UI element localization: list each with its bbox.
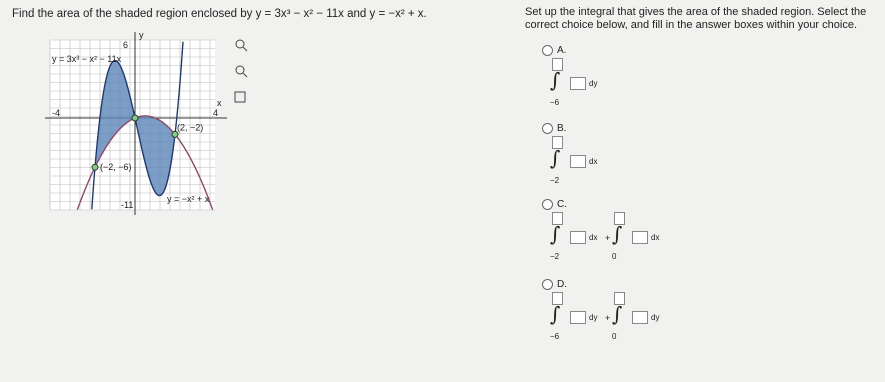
upper-limit-box[interactable]: [552, 212, 563, 225]
integral-sign: ∫: [550, 68, 561, 92]
lower-limit: −2: [550, 252, 560, 261]
graph: y x 6 -4 4 -11 y = 3x³ − x² − 11x y = −x² + x (2…: [45, 30, 248, 215]
zoom-icon: [242, 46, 248, 52]
lower-limit: −2: [550, 176, 560, 185]
radio[interactable]: [542, 199, 553, 211]
upper-limit-box[interactable]: [552, 292, 563, 305]
integrand-box[interactable]: [632, 311, 648, 324]
curve-parabola: [76, 115, 214, 210]
tick-label: -11: [121, 200, 133, 210]
zoom-icon: [235, 65, 245, 75]
upper-limit-box[interactable]: [552, 136, 563, 149]
upper-limit-box[interactable]: [614, 212, 625, 225]
choice-letter: D.: [557, 279, 567, 291]
instruction: Set up the integral that gives the area …: [525, 6, 867, 31]
axis-label: x: [217, 98, 222, 108]
radio[interactable]: [542, 279, 553, 291]
radio[interactable]: [542, 123, 553, 135]
integral-sign: ∫: [550, 146, 561, 170]
curve-label: y = −x² + x: [167, 194, 210, 204]
plus-sign: +: [605, 313, 611, 323]
choice-letter: B.: [557, 123, 567, 135]
integral-sign: ∫: [550, 302, 561, 326]
differential: dy: [651, 313, 660, 322]
tick-label: -4: [52, 108, 60, 118]
point: [171, 130, 179, 138]
point: [131, 114, 139, 122]
choice: B. ∫ −2 dx: [542, 120, 597, 185]
external-icon: [234, 91, 246, 103]
integral-sign: ∫: [612, 222, 623, 246]
plus-sign: +: [605, 233, 611, 243]
radio[interactable]: [542, 45, 553, 57]
choice-letter: C.: [557, 199, 567, 211]
integral-sign: ∫: [550, 222, 561, 246]
choice: C. ∫ −2 dx ∫ 0 dx +: [542, 196, 659, 261]
choice: A. ∫ −6 dy: [542, 42, 597, 107]
differential: dx: [589, 157, 598, 166]
lower-limit: −6: [550, 332, 560, 341]
lower-limit: 0: [612, 332, 617, 341]
integrand-box[interactable]: [570, 77, 586, 90]
point: [91, 163, 99, 171]
tick-label: 4: [213, 108, 218, 118]
question-text: Find the area of the shaded region enclo…: [12, 8, 253, 20]
integral-sign: ∫: [612, 302, 623, 326]
differential: dx: [589, 233, 598, 242]
question-text: and: [347, 8, 367, 20]
equation: y = −x² + x.: [369, 8, 427, 20]
differential: dx: [651, 233, 660, 242]
tick-label: 6: [123, 40, 128, 50]
differential: dy: [589, 79, 598, 88]
shaded-region: [95, 60, 175, 196]
upper-limit-box[interactable]: [614, 292, 625, 305]
point-label: (2, −2): [177, 122, 203, 132]
curve-cubic: [91, 41, 184, 210]
upper-limit-box[interactable]: [552, 58, 563, 71]
integrand-box[interactable]: [570, 155, 586, 168]
point-label: (−2, −6): [100, 162, 132, 172]
lower-limit: 0: [612, 252, 617, 261]
differential: dy: [589, 313, 598, 322]
choice: D. ∫ −6 dy ∫ 0 dy +: [542, 276, 659, 341]
curve-label: y = 3x³ − x² − 11x: [52, 54, 122, 64]
choice-letter: A.: [557, 45, 567, 57]
lower-limit: −6: [550, 98, 560, 107]
zoom-icon: [242, 72, 248, 78]
equation: y = 3x³ − x² − 11x: [255, 8, 344, 20]
question: Find the area of the shaded region enclo…: [12, 8, 427, 20]
integrand-box[interactable]: [570, 231, 586, 244]
zoom-icon: [235, 39, 245, 49]
integrand-box[interactable]: [570, 311, 586, 324]
integrand-box[interactable]: [632, 231, 648, 244]
axis-label: y: [139, 30, 144, 40]
